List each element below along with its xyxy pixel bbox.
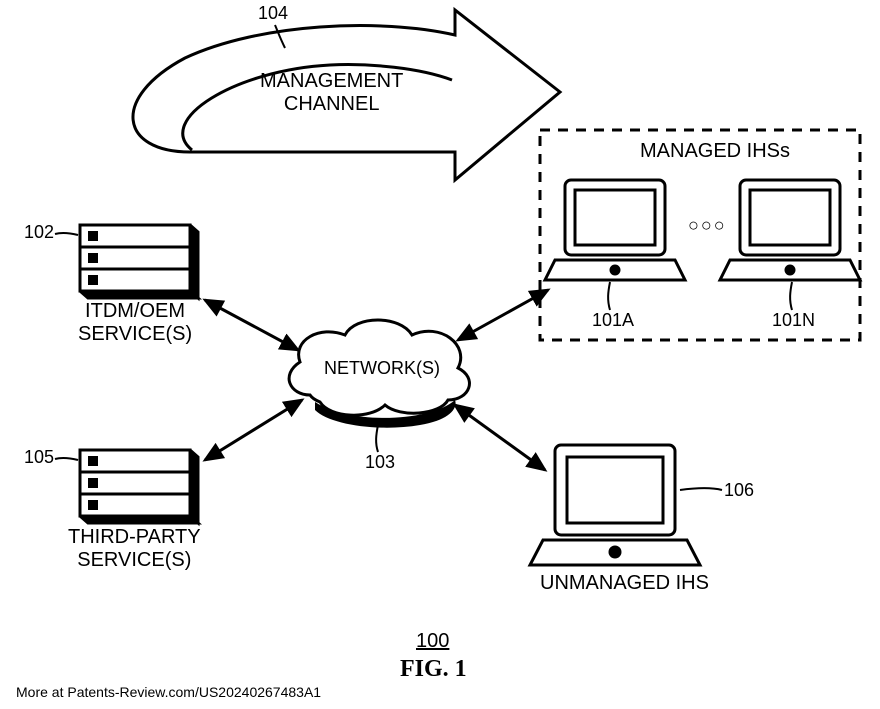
figure-ref-number: 100: [416, 630, 449, 653]
footer-text: More at Patents-Review.com/US20240267483…: [16, 684, 321, 700]
figure-title: FIG. 1: [400, 656, 467, 684]
diagram-canvas: 104 MANAGEMENT CHANNEL MANAGED IHSs 101A…: [0, 0, 880, 709]
connectors: [0, 0, 880, 709]
